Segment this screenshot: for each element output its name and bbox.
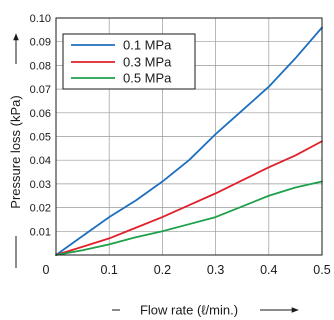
x-tick-label: 0.3 — [207, 263, 224, 277]
plot-frame — [55, 17, 323, 256]
legend-label-2: 0.5 MPa — [123, 71, 172, 86]
y-tick-label: 0.01 — [30, 226, 51, 238]
x-tick-label: 0.5 — [313, 263, 330, 277]
y-tick-labels: 0.01 0.02 0.03 0.04 0.05 0.06 0.07 0.08 0.09 0.10 — [30, 13, 51, 238]
y-tick-label: 0.07 — [30, 84, 51, 96]
x-tick-labels: 0 0.1 0.2 0.3 0.4 0.5 — [43, 263, 331, 277]
legend-label-1: 0.3 MPa — [123, 55, 172, 70]
y-tick-label: 0.06 — [30, 108, 51, 120]
x-tick-label: 0 — [43, 263, 50, 277]
x-tick-label: 0.4 — [260, 263, 277, 277]
legend: 0.1 MPa 0.3 MPa 0.5 MPa — [62, 33, 196, 90]
series-line-0 — [55, 26, 323, 256]
y-tick-label: 0.04 — [30, 155, 51, 167]
x-axis-title: Flow rate (ℓ/min.) — [140, 303, 238, 318]
series-layer — [55, 26, 323, 256]
y-tick-label: 0.08 — [30, 60, 51, 72]
y-tick-label: 0.10 — [30, 13, 51, 25]
x-tick-label: 0.2 — [154, 263, 171, 277]
series-line-2 — [55, 180, 323, 256]
legend-label-0: 0.1 MPa — [123, 38, 172, 53]
series-line-1 — [55, 140, 323, 256]
y-tick-label: 0.03 — [30, 179, 51, 191]
x-tick-label: 0.1 — [101, 263, 118, 277]
y-tick-label: 0.05 — [30, 132, 51, 144]
y-tick-label: 0.02 — [30, 203, 51, 215]
y-tick-label: 0.09 — [30, 37, 51, 49]
y-axis-title: Pressure loss (kPa) — [8, 95, 23, 208]
